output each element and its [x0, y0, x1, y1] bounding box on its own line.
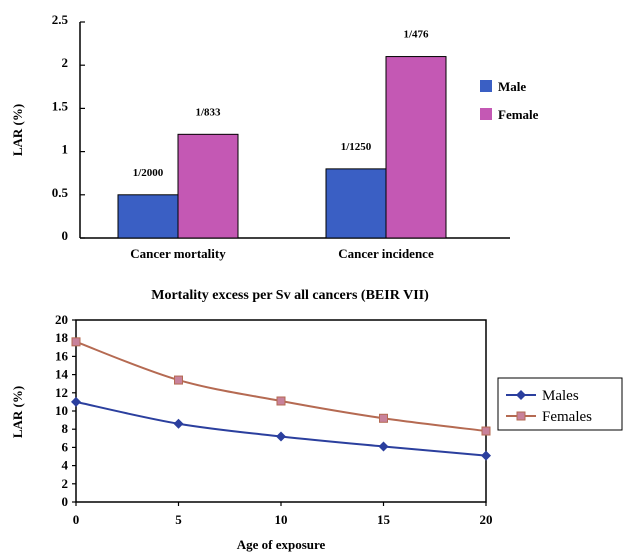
legend-swatch-male: [480, 80, 492, 92]
line-x-tick-label: 20: [480, 512, 493, 527]
legend-label-female: Female: [498, 107, 539, 122]
bar-y-tick-label: 0.5: [52, 185, 69, 200]
bar-data-label: 1/1250: [341, 141, 372, 153]
bar-y-tick-label: 2.5: [52, 12, 69, 27]
point-males: [173, 418, 184, 429]
line-y-tick-label: 12: [55, 385, 68, 400]
line-x-tick-label: 0: [73, 512, 80, 527]
series-line-males: [75, 400, 487, 457]
line-chart: Mortality excess per Sv all cancers (BEI…: [10, 288, 623, 552]
point-males: [481, 450, 491, 461]
line-marks: [71, 337, 491, 461]
bar-data-label: 1/833: [195, 106, 221, 118]
bar-data-label: 1/476: [403, 29, 429, 41]
line-y-axis-label: LAR (%): [10, 386, 25, 438]
point-females: [379, 413, 388, 423]
legend-marker-females: [516, 411, 526, 421]
bar-male-0: [117, 194, 179, 239]
point-males: [71, 396, 81, 407]
line-y-tick-label: 16: [55, 348, 69, 363]
line-y-tick-label: 18: [55, 330, 69, 345]
line-x-tick-label: 10: [275, 512, 288, 527]
bar-y-ticks: 0 0.5 1 1.5 2 2.5: [52, 12, 85, 243]
line-y-tick-label: 10: [55, 403, 68, 418]
line-x-ticks: 0 5 10 15 20: [73, 502, 493, 527]
line-y-tick-label: 0: [62, 494, 69, 509]
bar-category-labels: Cancer mortality Cancer incidence: [130, 246, 434, 261]
line-y-ticks: 0 2 4 6 8 10 12 14 16 18 20: [55, 312, 76, 509]
line-y-tick-label: 6: [62, 439, 69, 454]
bar-data-label: 1/2000: [133, 167, 164, 179]
line-x-tick-label: 15: [377, 512, 391, 527]
legend-marker-males: [516, 390, 526, 400]
bar-y-tick-label: 1.5: [52, 98, 69, 113]
bar-y-tick-label: 1: [62, 142, 69, 157]
bar-y-axis-label: LAR (%): [10, 104, 25, 156]
bar-female-0: [177, 133, 239, 239]
line-y-tick-label: 20: [55, 312, 68, 327]
point-females: [481, 426, 491, 436]
point-females: [71, 337, 81, 347]
legend-label-male: Male: [498, 79, 526, 94]
bar-legend: Male Female: [480, 79, 539, 122]
line-y-tick-label: 8: [62, 421, 69, 436]
point-males: [378, 441, 389, 452]
bar-male-1: [325, 168, 387, 239]
point-females: [276, 396, 286, 406]
bar-category-label: Cancer mortality: [130, 246, 226, 261]
bar-y-tick-label: 0: [62, 228, 69, 243]
bar-chart: 00.511.522.5 LAR (%) 1/20001/8331/12501/…: [10, 12, 539, 261]
bar-y-tick-label: 2: [62, 55, 69, 70]
line-x-tick-label: 5: [175, 512, 182, 527]
series-line-females: [75, 340, 487, 433]
point-females: [174, 375, 183, 385]
bar-female-1: [385, 56, 447, 239]
legend-label-females: Females: [542, 409, 592, 425]
bar-marks: 1/2000 1/833 1/1250 1/476: [117, 29, 447, 239]
line-y-tick-label: 2: [62, 476, 69, 491]
bar-category-label: Cancer incidence: [338, 246, 434, 261]
line-plot-frame: [75, 319, 487, 503]
legend-swatch-female: [480, 108, 492, 120]
line-x-axis-label: Age of exposure: [237, 537, 326, 552]
line-y-tick-label: 14: [55, 367, 69, 382]
line-legend: Males Females: [497, 377, 623, 431]
line-y-tick-label: 4: [62, 458, 69, 473]
legend-label-males: Males: [542, 388, 579, 404]
line-chart-title: Mortality excess per Sv all cancers (BEI…: [151, 288, 429, 303]
line-legend-box: [497, 377, 623, 431]
point-males: [276, 431, 286, 442]
